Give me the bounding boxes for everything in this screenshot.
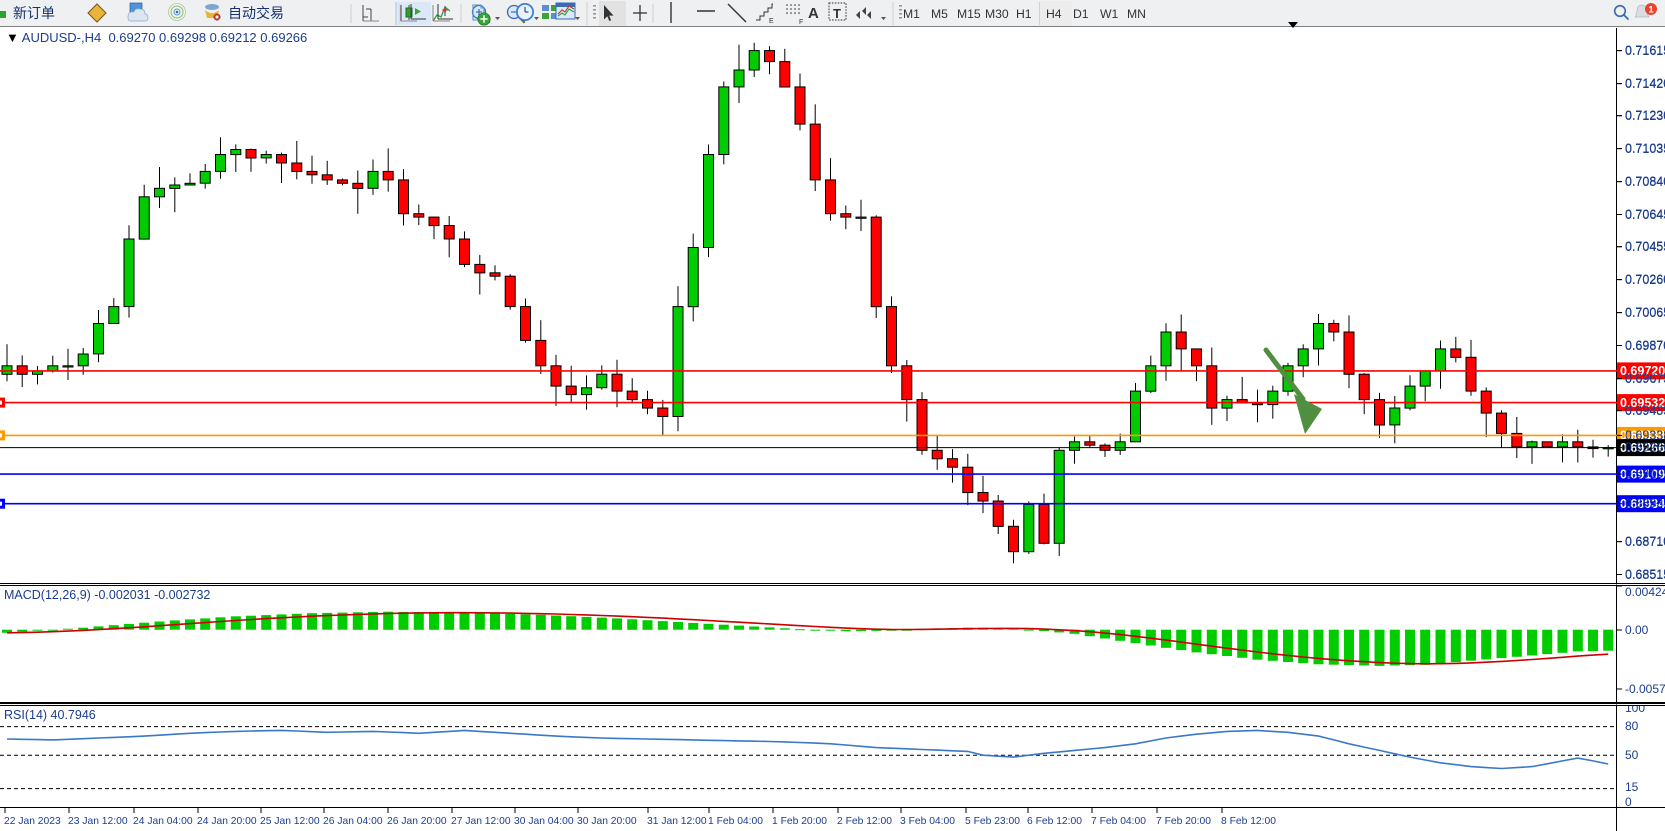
svg-text:H4: H4 [1046,7,1062,21]
svg-text:31 Jan 12:00: 31 Jan 12:00 [647,816,707,827]
svg-text:24 Jan 04:00: 24 Jan 04:00 [133,816,193,827]
svg-text:0.69109: 0.69109 [1625,467,1665,481]
svg-text:50: 50 [1625,748,1639,762]
svg-text:0.70065: 0.70065 [1625,306,1665,320]
svg-text:T: T [833,6,841,21]
svg-text:0.70645: 0.70645 [1625,208,1665,222]
svg-text:M1: M1 [903,7,920,21]
svg-text:1 Feb 20:00: 1 Feb 20:00 [772,816,827,827]
svg-text:0.68934: 0.68934 [1625,497,1665,511]
svg-text:0.71615: 0.71615 [1625,44,1665,58]
svg-text:自动交易: 自动交易 [228,5,284,21]
svg-text:8 Feb 12:00: 8 Feb 12:00 [1221,816,1276,827]
svg-text:0.68710: 0.68710 [1625,535,1665,549]
svg-text:3 Feb 04:00: 3 Feb 04:00 [900,816,955,827]
svg-text:1: 1 [1648,5,1653,15]
svg-text:0.68515: 0.68515 [1625,568,1665,582]
svg-text:100: 100 [1625,706,1645,715]
svg-text:0.71230: 0.71230 [1625,109,1665,123]
svg-text:A: A [808,5,819,22]
svg-text:0.00: 0.00 [1625,623,1649,637]
svg-text:1 Feb 04:00: 1 Feb 04:00 [708,816,763,827]
svg-text:0.71420: 0.71420 [1625,77,1665,91]
svg-text:MN: MN [1127,7,1146,21]
svg-text:M30: M30 [985,7,1009,21]
svg-text:M5: M5 [931,7,948,21]
svg-text:0.69485: 0.69485 [1625,404,1665,418]
svg-text:22 Jan 2023: 22 Jan 2023 [4,816,61,827]
svg-text:26 Jan 04:00: 26 Jan 04:00 [323,816,383,827]
svg-text:W1: W1 [1100,7,1119,21]
svg-text:-0.005709: -0.005709 [1625,682,1665,696]
svg-text:0: 0 [1625,795,1632,809]
svg-text:新订单: 新订单 [13,5,55,21]
svg-text:26 Jan 20:00: 26 Jan 20:00 [387,816,447,827]
svg-text:0.70840: 0.70840 [1625,175,1665,189]
svg-text:15: 15 [1625,780,1639,794]
svg-text:M15: M15 [957,7,981,21]
svg-text:7 Feb 04:00: 7 Feb 04:00 [1091,816,1146,827]
svg-text:30 Jan 20:00: 30 Jan 20:00 [577,816,637,827]
svg-text:30 Jan 04:00: 30 Jan 04:00 [514,816,574,827]
svg-text:25 Jan 12:00: 25 Jan 12:00 [260,816,320,827]
svg-text:0.71035: 0.71035 [1625,142,1665,156]
svg-text:0.70455: 0.70455 [1625,240,1665,254]
svg-text:0.004243: 0.004243 [1625,586,1665,599]
svg-text:6 Feb 12:00: 6 Feb 12:00 [1027,816,1082,827]
svg-text:0.70260: 0.70260 [1625,273,1665,287]
svg-text:0.69870: 0.69870 [1625,339,1665,353]
svg-text:D1: D1 [1073,7,1089,21]
svg-text:0.69675: 0.69675 [1625,372,1665,386]
svg-text:H1: H1 [1016,7,1032,21]
svg-text:27 Jan 12:00: 27 Jan 12:00 [451,816,511,827]
svg-text:80: 80 [1625,719,1639,733]
svg-text:24 Jan 20:00: 24 Jan 20:00 [197,816,257,827]
svg-text:0.69266: 0.69266 [1625,441,1665,455]
svg-text:2 Feb 12:00: 2 Feb 12:00 [837,816,892,827]
svg-text:5 Feb 23:00: 5 Feb 23:00 [965,816,1020,827]
svg-text:23 Jan 12:00: 23 Jan 12:00 [68,816,128,827]
svg-text:7 Feb 20:00: 7 Feb 20:00 [1156,816,1211,827]
